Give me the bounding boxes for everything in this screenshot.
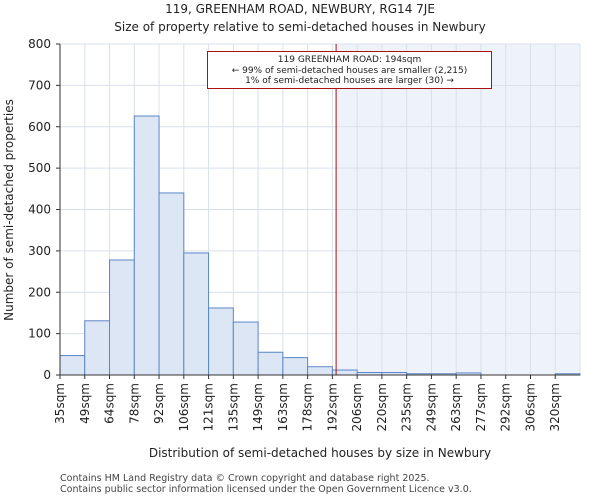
histogram-bar (84, 320, 111, 376)
x-axis-label: Distribution of semi-detached houses by … (149, 446, 491, 460)
histogram-bar (257, 351, 284, 376)
y-tick-label: 0 (43, 368, 51, 382)
y-tick-label: 800 (28, 37, 51, 51)
histogram-bar (307, 366, 333, 376)
x-tick-label: 206sqm (350, 383, 364, 431)
histogram-bar (208, 307, 234, 376)
annotation-box: 119 GREENHAM ROAD: 194sqm ← 99% of semi-… (207, 51, 492, 89)
annotation-line-2: ← 99% of semi-detached houses are smalle… (231, 65, 468, 76)
x-tick-label: 235sqm (400, 383, 414, 431)
x-tick-label: 149sqm (251, 383, 265, 431)
x-tick-label: 292sqm (499, 383, 513, 431)
x-tick-label: 192sqm (325, 383, 339, 431)
x-tick-label: 163sqm (276, 383, 290, 431)
attribution-line-1: Contains HM Land Registry data © Crown c… (60, 473, 430, 484)
y-tick-label: 200 (28, 285, 51, 299)
annotation-line-3: 1% of semi-detached houses are larger (3… (245, 76, 454, 86)
x-tick-label: 92sqm (152, 383, 166, 424)
x-tick-label: 35sqm (53, 383, 67, 424)
histogram-bar (59, 355, 86, 376)
y-tick-label: 100 (28, 327, 51, 341)
x-tick-label: 306sqm (523, 383, 537, 431)
y-tick-label: 300 (28, 244, 51, 258)
chart-subtitle: Size of property relative to semi-detach… (114, 20, 486, 34)
x-tick-label: 106sqm (177, 383, 191, 431)
x-tick-label: 135sqm (226, 383, 240, 431)
histogram-bar (158, 192, 185, 376)
histogram-bar (133, 115, 160, 376)
y-tick-label: 700 (28, 78, 51, 92)
histogram-bar (109, 259, 135, 376)
x-tick-label: 78sqm (127, 383, 141, 424)
annotation-line-1: 119 GREENHAM ROAD: 194sqm (277, 55, 422, 65)
histogram-bar (282, 357, 309, 376)
chart-title: 119, GREENHAM ROAD, NEWBURY, RG14 7JE (165, 2, 435, 16)
attribution-line-2: Contains public sector information licen… (60, 484, 472, 495)
x-tick-label: 320sqm (548, 383, 562, 431)
x-tick-label: 178sqm (301, 383, 315, 431)
histogram-bar (232, 321, 259, 376)
x-tick-label: 220sqm (375, 383, 389, 431)
y-tick-label: 400 (28, 203, 51, 217)
histogram-bar (183, 252, 210, 376)
y-axis-label: Number of semi-detached properties (2, 99, 16, 321)
x-tick-label: 249sqm (424, 383, 438, 431)
y-tick-label: 500 (28, 161, 51, 175)
y-tick-label: 600 (28, 120, 51, 134)
x-tick-label: 64sqm (103, 383, 117, 424)
x-tick-label: 49sqm (78, 383, 92, 424)
x-tick-label: 277sqm (474, 383, 488, 431)
x-tick-label: 263sqm (449, 383, 463, 431)
x-tick-label: 121sqm (202, 383, 216, 431)
